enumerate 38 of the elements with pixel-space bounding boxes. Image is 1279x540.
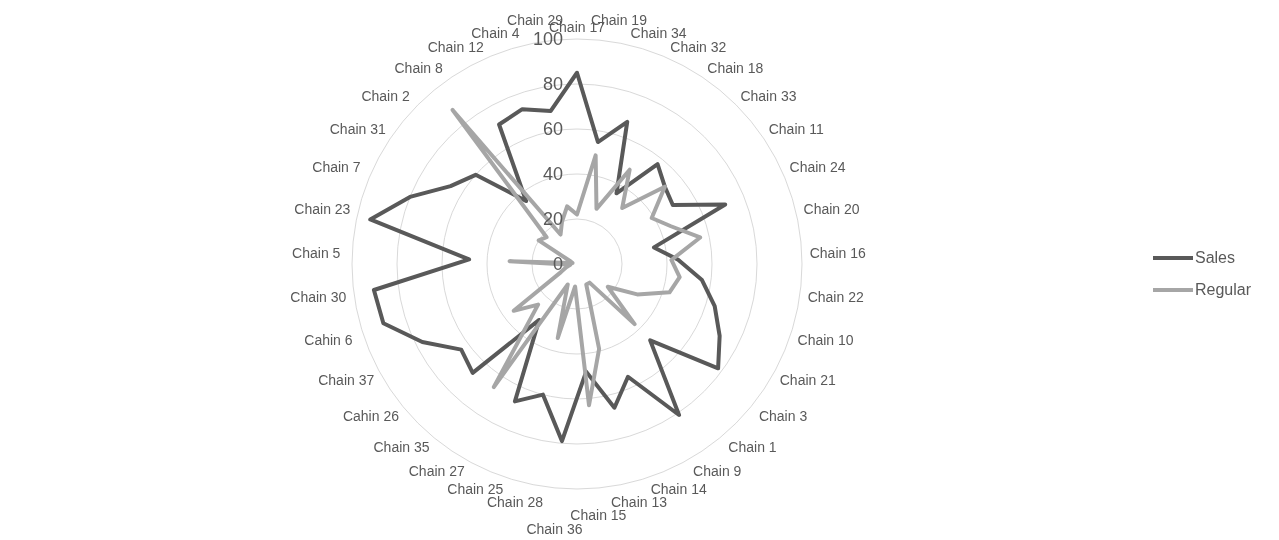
spoke-label: Chain 8 [394,59,443,76]
spoke-label: Chain 11 [768,121,824,138]
spoke-label: Cahin 6 [304,332,353,349]
y-tick-label: 60 [542,119,563,139]
spoke-label: Chain 32 [670,38,727,55]
spoke-label: Chain 34 [630,25,687,41]
y-tick-label: 40 [542,164,563,184]
spoke-label: Chain 36 [526,521,583,538]
spoke-label: Chain 35 [373,439,430,456]
y-tick-label: 80 [542,74,563,94]
spoke-label: Chain 28 [486,494,544,511]
spoke-label: Chain 16 [809,244,866,261]
spoke-label: Chain 14 [650,480,707,497]
legend-label: Sales [1194,249,1235,267]
spoke-label: Chain 2 [361,87,410,104]
spoke-label: Chain 4 [471,25,520,41]
spoke-label: Chain 20 [803,201,860,218]
spoke-label: Chain 30 [290,289,347,306]
spoke-label: Chain 5 [292,244,341,261]
spoke-label: Chain 24 [789,159,846,176]
spoke-label: Chain 25 [447,480,504,497]
spoke-label: Chain 31 [329,121,387,138]
spoke-label: Chain 27 [408,463,465,480]
spoke-label: Chain 3 [758,408,808,425]
spoke-label: Chain 7 [312,159,361,176]
spoke-label: Chain 9 [693,463,742,480]
spoke-label: Chain 21 [779,372,836,389]
spoke-label: Chain 12 [427,38,484,55]
spoke-label: Chain 22 [807,289,864,306]
spoke-label: Chain 37 [318,372,375,389]
spoke-label: Chain 10 [797,332,854,349]
spoke-label: Chain 23 [294,201,351,218]
spoke-label: Cahin 26 [342,408,400,425]
y-tick-label: 20 [542,209,563,229]
spoke-label: Chain 1 [728,439,777,456]
spoke-label: Chain 18 [707,59,764,76]
legend-label: Regular [1194,281,1251,299]
spoke-label: Chain 33 [740,87,797,104]
